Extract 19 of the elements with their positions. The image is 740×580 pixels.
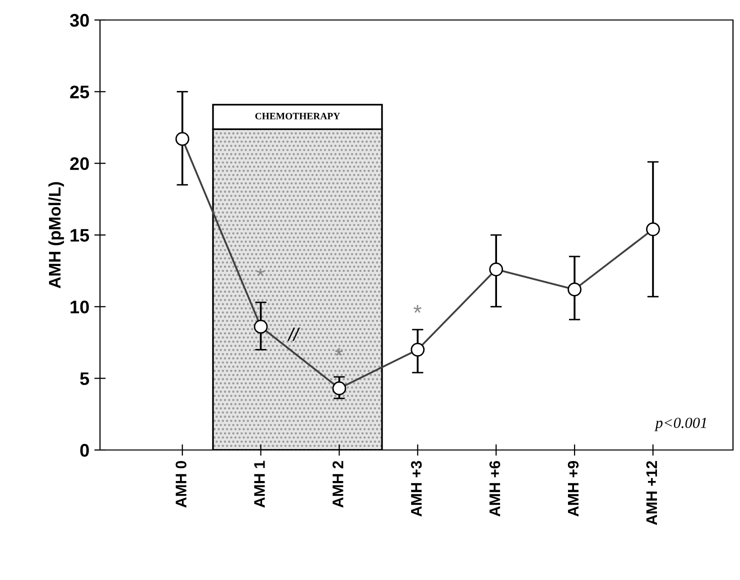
y-tick-label: 20	[70, 157, 89, 170]
x-tick-label: AMH 0	[176, 461, 186, 508]
y-tick-label: 0	[80, 444, 89, 457]
y-tick-label: 15	[70, 229, 90, 242]
x-tick-label: AMH +6	[489, 460, 500, 516]
annotation: p<0.001	[654, 418, 706, 432]
y-tick-label: 10	[70, 300, 89, 314]
x-tick-label: AMH +9	[568, 460, 579, 516]
x-tick-label: AMH 1	[254, 460, 265, 508]
annotation: CHEMOTHERAPY	[255, 112, 340, 120]
x-tick-label: AMH 2	[332, 461, 344, 508]
annotation: *	[414, 305, 422, 313]
annotation: //	[287, 328, 300, 341]
y-tick-label: 30	[70, 14, 89, 27]
x-tick-label: AMH +12	[646, 461, 657, 525]
y-tick-label: 5	[80, 372, 90, 386]
x-tick-label: AMH +3	[410, 460, 422, 516]
y-tick-label: 25	[70, 86, 90, 98]
y-axis-title: AMH (pMol/L)	[48, 182, 64, 288]
